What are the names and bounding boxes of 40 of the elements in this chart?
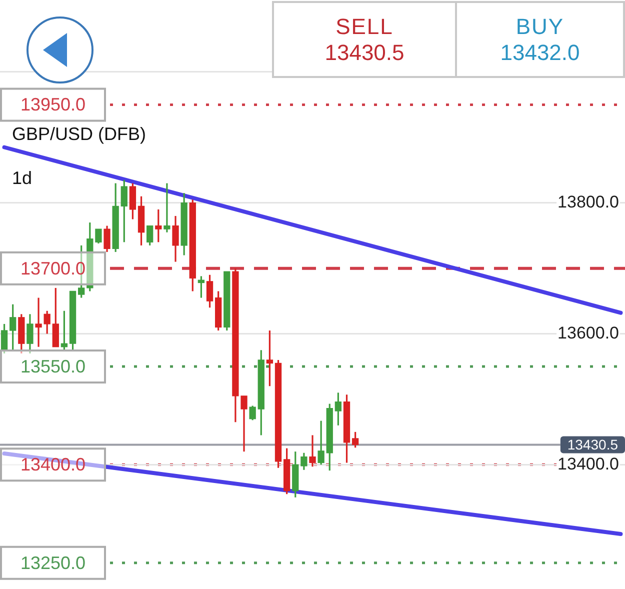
candlestick xyxy=(155,208,162,243)
ref-line-label: 13950.0 xyxy=(20,94,86,115)
candlestick xyxy=(146,224,154,246)
candlestick xyxy=(0,323,8,354)
candlestick xyxy=(318,420,324,466)
text: 1d xyxy=(12,168,32,189)
candlestick xyxy=(52,287,59,348)
ref-line-label: 13250.0 xyxy=(20,552,86,573)
candlestick xyxy=(172,215,179,263)
candlestick xyxy=(352,431,359,448)
candlestick xyxy=(129,182,136,220)
sell-button: SELL 13430.5 xyxy=(272,1,457,78)
candlestick xyxy=(44,310,50,335)
buy-button: BUY 13432.0 xyxy=(457,1,625,78)
candlestick xyxy=(309,434,316,468)
candlestick xyxy=(35,296,42,348)
candlestick xyxy=(334,392,342,426)
ref-line-label: 13700.0 xyxy=(20,258,86,278)
ref-line-label: 13400.0 xyxy=(20,454,86,475)
y-tick-label: 13600.0 xyxy=(558,323,619,342)
annotation: BUY xyxy=(516,14,564,40)
candlestick xyxy=(206,274,214,308)
candlestick xyxy=(120,179,128,243)
y-tick-label: 13800.0 xyxy=(558,192,619,212)
text: GBP/USD (DFB) xyxy=(12,124,146,145)
candlestick xyxy=(104,224,110,253)
candlestick xyxy=(10,304,16,351)
y-tick-label: 13400.0 xyxy=(558,454,619,474)
annotation: SELL xyxy=(336,14,394,40)
ref-line-label: 13550.0 xyxy=(20,356,86,376)
candlestick xyxy=(164,182,170,234)
annotation: 13430.5 xyxy=(324,40,404,66)
annotation: 13432.0 xyxy=(500,40,580,66)
candlestick xyxy=(198,275,205,299)
candlestick xyxy=(95,228,102,244)
candlestick xyxy=(300,452,308,471)
candlestick xyxy=(26,313,34,354)
ref-line-label: 13430.5 xyxy=(567,436,618,453)
candlestick xyxy=(249,404,256,421)
candlestick xyxy=(266,330,274,387)
